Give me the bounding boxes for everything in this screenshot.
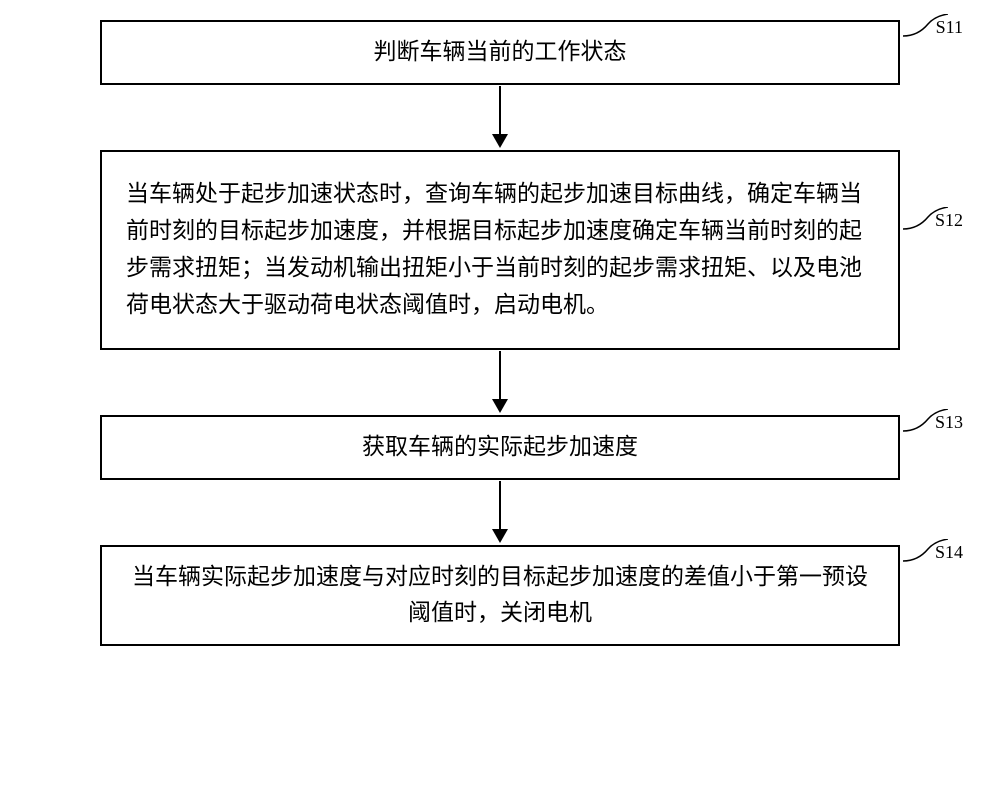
arrow-s13-s14 [492, 480, 508, 545]
flowchart-container: 判断车辆当前的工作状态 S11 当车辆处于起步加速状态时，查询车辆的起步加速目标… [50, 20, 950, 646]
step-text: 当车辆处于起步加速状态时，查询车辆的起步加速目标曲线，确定车辆当前时刻的目标起步… [126, 176, 874, 323]
arrow-head-icon [492, 134, 508, 148]
step-text: 当车辆实际起步加速度与对应时刻的目标起步加速度的差值小于第一预设阈值时，关闭电机 [126, 559, 874, 633]
step-text: 判断车辆当前的工作状态 [374, 34, 627, 71]
arrow-s11-s12 [492, 85, 508, 150]
step-box-s12: 当车辆处于起步加速状态时，查询车辆的起步加速目标曲线，确定车辆当前时刻的目标起步… [100, 150, 900, 350]
arrow-line [499, 351, 501, 399]
step-label: S14 [935, 542, 963, 563]
arrow-line [499, 481, 501, 529]
step-box-s13: 获取车辆的实际起步加速度 S13 [100, 415, 900, 480]
arrow-head-icon [492, 529, 508, 543]
step-label: S13 [935, 412, 963, 433]
step-box-s14: 当车辆实际起步加速度与对应时刻的目标起步加速度的差值小于第一预设阈值时，关闭电机… [100, 545, 900, 647]
step-text: 获取车辆的实际起步加速度 [362, 429, 638, 466]
arrow-line [499, 86, 501, 134]
step-label: S11 [936, 17, 963, 38]
step-box-s11: 判断车辆当前的工作状态 S11 [100, 20, 900, 85]
arrow-head-icon [492, 399, 508, 413]
arrow-s12-s13 [492, 350, 508, 415]
step-label: S12 [935, 210, 963, 231]
